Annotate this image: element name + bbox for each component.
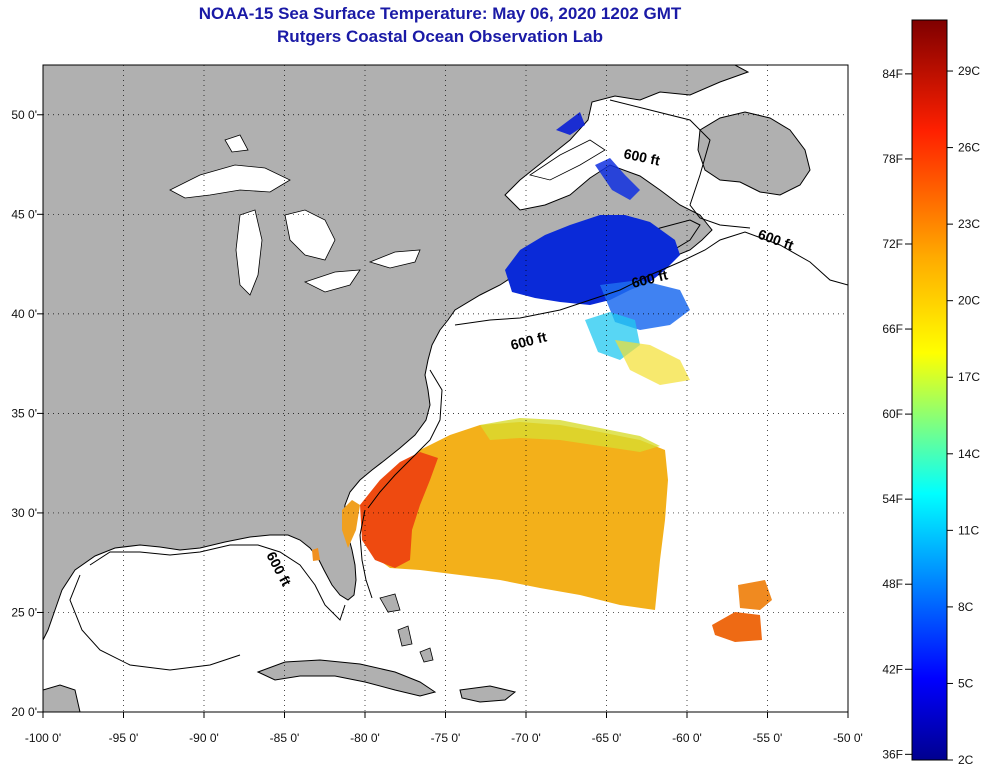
y-tick-label: 30 0' xyxy=(11,506,37,520)
x-tick-label: -85 0' xyxy=(270,731,300,745)
colorbar-gradient xyxy=(911,19,948,761)
chart-title: NOAA-15 Sea Surface Temperature: May 06,… xyxy=(198,4,682,23)
x-axis: -100 0' -95 0' -90 0' -85 0' -80 0' -75 0' -70… xyxy=(25,712,863,745)
sst-east-patch xyxy=(712,612,762,642)
colorbar-c-label: 20C xyxy=(958,294,980,308)
colorbar-f-label: 54F xyxy=(882,492,903,506)
colorbar-f-label: 48F xyxy=(882,577,903,591)
y-tick-label: 25 0' xyxy=(11,605,37,619)
plot-area: 600 ft 600 ft 600 ft 600 ft 600 ft -100 … xyxy=(11,64,863,745)
sst-gulf-mexico-spot xyxy=(312,548,320,561)
land-north-america xyxy=(43,65,750,641)
sst-gulf-st-lawrence-2 xyxy=(595,158,640,200)
y-tick-label: 35 0' xyxy=(11,406,37,420)
colorbar-celsius-labels: 2C 5C 8C 11C 14C 17C 20C 23C 26C 29C xyxy=(947,64,980,767)
x-tick-label: -50 0' xyxy=(833,731,863,745)
colorbar-c-label: 26C xyxy=(958,141,980,155)
sst-gulf-st-lawrence xyxy=(556,112,585,135)
y-axis: 20 0' 25 0' 30 0' 35 0' 40 0' 45 0' 50 0' xyxy=(11,108,43,719)
colorbar-f-label: 36F xyxy=(882,747,903,761)
colorbar-c-label: 17C xyxy=(958,370,980,384)
x-tick-label: -65 0' xyxy=(592,731,622,745)
colorbar-c-label: 14C xyxy=(958,447,980,461)
colorbar-f-label: 72F xyxy=(882,237,903,251)
x-tick-label: -60 0' xyxy=(672,731,702,745)
land-newfoundland xyxy=(697,111,811,196)
x-tick-label: -70 0' xyxy=(511,731,541,745)
x-tick-label: -95 0' xyxy=(109,731,139,745)
colorbar-c-label: 2C xyxy=(958,753,974,767)
land-hispaniola xyxy=(459,685,517,703)
colorbar-f-label: 42F xyxy=(882,662,903,676)
colorbar-c-label: 29C xyxy=(958,64,980,78)
y-tick-label: 20 0' xyxy=(11,705,37,719)
sst-warm-filament xyxy=(615,340,690,385)
x-tick-label: -90 0' xyxy=(189,731,219,745)
colorbar-fahrenheit-labels: 36F 42F 48F 54F 60F 66F 72F 78F 84F xyxy=(882,67,912,761)
x-tick-label: -100 0' xyxy=(25,731,61,745)
x-tick-label: -80 0' xyxy=(350,731,380,745)
colorbar-c-label: 11C xyxy=(958,523,979,537)
x-tick-label: -75 0' xyxy=(431,731,461,745)
great-lakes xyxy=(169,134,606,296)
y-tick-label: 40 0' xyxy=(11,307,37,321)
sst-sargasso xyxy=(372,422,668,610)
y-tick-label: 45 0' xyxy=(11,207,37,221)
sst-east-patch-2 xyxy=(738,580,772,610)
colorbar-c-label: 8C xyxy=(958,600,974,614)
contour-600ft xyxy=(69,99,848,671)
contour-label: 600 ft xyxy=(622,145,661,168)
land-cuba xyxy=(256,659,437,697)
chart-subtitle: Rutgers Coastal Ocean Observation Lab xyxy=(277,27,603,46)
colorbar-f-label: 84F xyxy=(882,67,903,81)
land-bahamas xyxy=(379,593,434,663)
colorbar-c-label: 23C xyxy=(958,217,980,231)
colorbar-f-label: 66F xyxy=(882,322,903,336)
sst-cooler-north-edge xyxy=(480,418,660,452)
colorbar-c-label: 5C xyxy=(958,676,974,690)
sst-florida-coast xyxy=(342,500,360,548)
y-tick-label: 50 0' xyxy=(11,108,37,122)
sst-gulf-stream xyxy=(360,452,438,568)
sst-swaths xyxy=(312,112,772,642)
x-tick-label: -55 0' xyxy=(753,731,783,745)
colorbar-f-label: 78F xyxy=(882,152,903,166)
land-yucatan xyxy=(43,684,81,712)
colorbar: 36F 42F 48F 54F 60F 66F 72F 78F 84F 2C 5C 8C 11C 14C… xyxy=(882,19,980,767)
colorbar-f-label: 60F xyxy=(882,407,903,421)
